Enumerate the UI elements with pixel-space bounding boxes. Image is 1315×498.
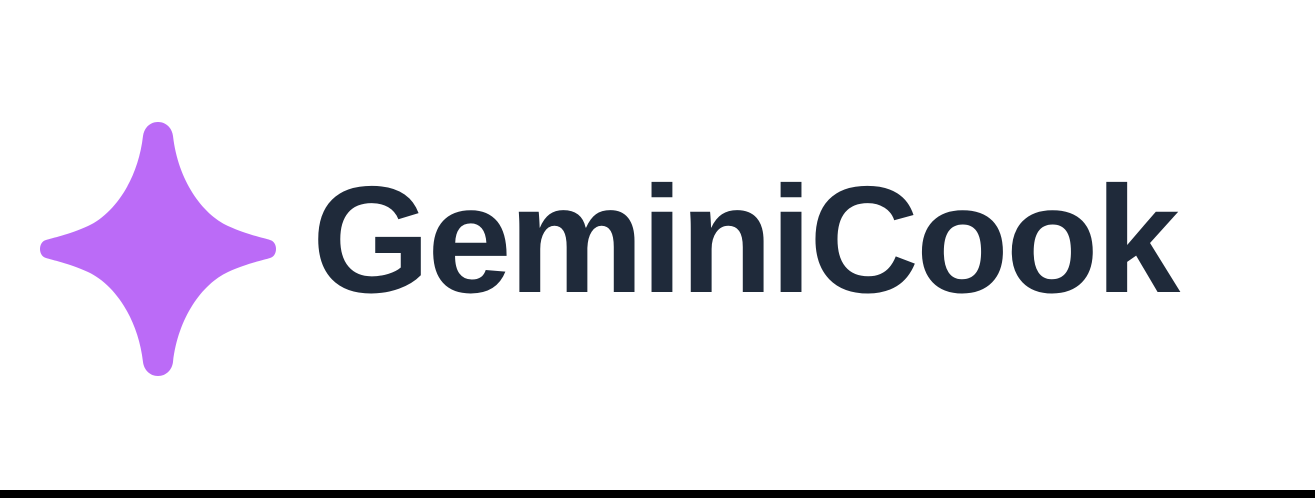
bottom-border	[0, 490, 1315, 498]
brand-wordmark: GeminiCook	[312, 155, 1180, 325]
sparkle-shape	[40, 122, 276, 376]
sparkle-icon	[38, 118, 278, 380]
